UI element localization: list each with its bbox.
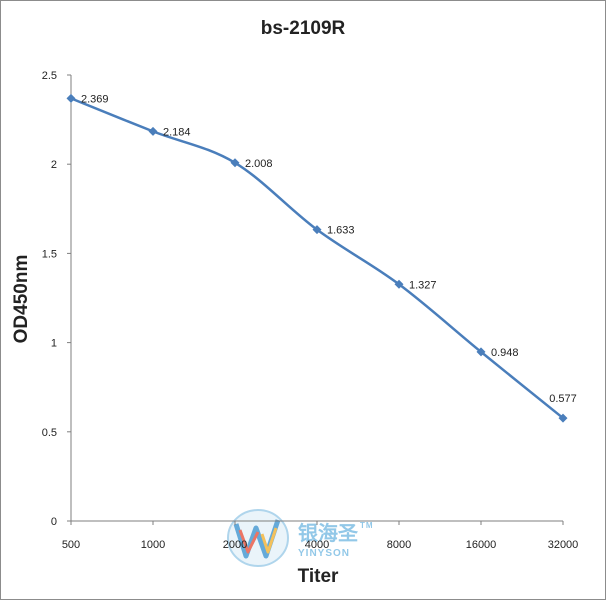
data-point (394, 279, 404, 289)
data-label: 2.008 (245, 158, 273, 170)
x-tick-label: 4000 (305, 539, 329, 551)
data-point (476, 347, 486, 357)
series-group: 2.369 2.184 2.008 1.633 1.327 0.948 0.577 (66, 93, 577, 423)
x-tick-label: 500 (62, 539, 80, 551)
y-axis-title: OD450nm (11, 255, 32, 344)
data-label: 0.948 (491, 347, 519, 359)
y-tick-label: 0.5 (42, 427, 57, 439)
data-point (66, 93, 76, 103)
x-tick-label: 1000 (141, 539, 165, 551)
watermark-trademark: TM (360, 521, 374, 530)
watermark-logo: 银海圣 TM YINYSON (227, 509, 374, 567)
watermark-accent-mark-2 (260, 527, 278, 554)
axes (67, 74, 564, 525)
y-tick-label: 0 (51, 516, 57, 528)
data-point (312, 225, 322, 235)
data-label: 1.327 (409, 279, 437, 291)
data-label: 2.369 (81, 93, 109, 105)
x-tick-label: 8000 (387, 539, 411, 551)
series-line (70, 97, 564, 420)
y-tick-label: 1.5 (42, 248, 57, 260)
x-axis-title: Titer (298, 566, 339, 587)
data-point (558, 413, 568, 423)
y-tick-label: 2.5 (42, 70, 57, 82)
watermark-accent-mark (238, 529, 260, 554)
data-label: 1.633 (327, 225, 355, 237)
watermark-brand-text: 银海圣 (298, 521, 359, 545)
data-label: 2.184 (163, 126, 191, 138)
watermark-sub-text: YINYSON (298, 548, 350, 559)
x-tick-label: 2000 (223, 539, 247, 551)
x-tick-label: 32000 (548, 539, 579, 551)
y-tick-label: 1 (51, 338, 57, 350)
data-point (230, 158, 240, 168)
chart-title: bs-2109R (261, 18, 346, 39)
y-tick-label: 2 (51, 159, 57, 171)
y-tick-labels: 0 0.5 1 1.5 2 2.5 (42, 70, 57, 528)
x-tick-label: 16000 (466, 539, 497, 551)
data-point (148, 126, 158, 136)
x-tick-labels: 500 1000 2000 4000 8000 16000 32000 (62, 539, 578, 551)
data-label: 0.577 (549, 393, 577, 405)
